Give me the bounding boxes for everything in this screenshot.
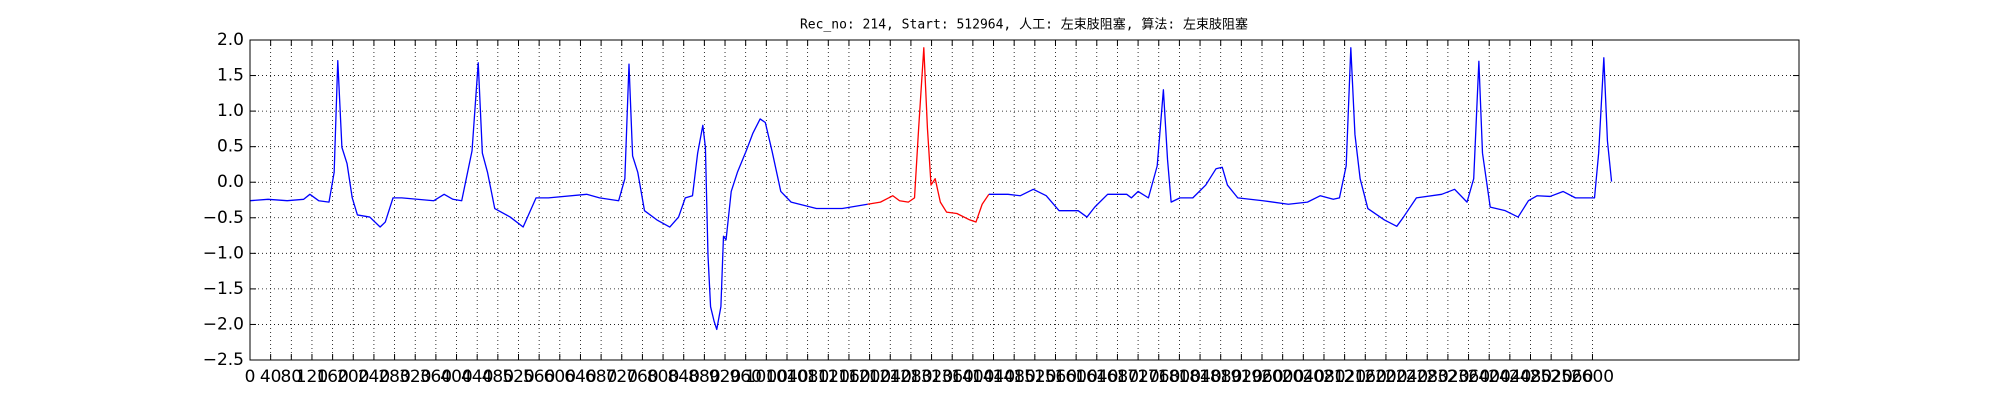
x-tick-label: 1800 <box>1158 367 1201 387</box>
x-tick-label: 1160 <box>827 367 870 387</box>
x-tick-label: 1840 <box>1178 367 1221 387</box>
y-tick-label: −0.5 <box>203 208 244 228</box>
x-tick-label: 1400 <box>951 367 994 387</box>
x-tick-label: 2280 <box>1406 367 1449 387</box>
x-tick-label: 1680 <box>1096 367 1139 387</box>
x-tick-label: 1560 <box>1034 367 1077 387</box>
x-tick-label: 160 <box>316 367 348 387</box>
line-series <box>988 47 1613 227</box>
x-tick-label: 400 <box>440 367 472 387</box>
x-tick-label: 2480 <box>1509 367 1552 387</box>
x-tick-label: 2240 <box>1385 367 1428 387</box>
x-tick-label: 1640 <box>1075 367 1118 387</box>
x-tick-label: 1320 <box>910 367 953 387</box>
x-tick-label: 520 <box>502 367 534 387</box>
x-tick-label: 1960 <box>1240 367 1283 387</box>
x-tick-label: 1520 <box>1013 367 1056 387</box>
x-tick-label: 560 <box>523 367 555 387</box>
x-tick-label: 1240 <box>869 367 912 387</box>
y-tick-label: 0.0 <box>217 172 244 192</box>
x-tick-label: 2400 <box>1468 367 1511 387</box>
x-tick-label: 680 <box>585 367 617 387</box>
y-tick-label: −1.5 <box>203 279 244 299</box>
x-tick-label: 2600 <box>1571 367 1614 387</box>
x-tick-label: 1040 <box>765 367 808 387</box>
y-tick-label: 2.0 <box>217 30 244 50</box>
x-tick-label: 800 <box>647 367 679 387</box>
x-tick-label: 0 <box>245 367 256 387</box>
line-series <box>867 47 990 223</box>
x-tick-label: 920 <box>709 367 741 387</box>
y-tick-label: −1.0 <box>203 243 244 263</box>
x-tick-label: 120 <box>296 367 328 387</box>
x-tick-label: 1360 <box>931 367 974 387</box>
x-tick-label: 440 <box>461 367 493 387</box>
x-tick-label: 2120 <box>1323 367 1366 387</box>
x-tick-label: 1880 <box>1199 367 1242 387</box>
line-series <box>249 59 868 331</box>
x-tick-label: 2440 <box>1488 367 1531 387</box>
x-tick-label: 2000 <box>1261 367 1304 387</box>
x-tick-label: 1080 <box>786 367 829 387</box>
x-tick-label: 2360 <box>1447 367 1490 387</box>
x-tick-label: 1600 <box>1055 367 1098 387</box>
y-tick-label: 0.5 <box>217 137 244 157</box>
x-tick-label: 80 <box>280 367 302 387</box>
y-tick-label: −2.5 <box>203 350 244 370</box>
x-tick-label: 1200 <box>848 367 891 387</box>
x-tick-label: 1440 <box>972 367 1015 387</box>
x-tick-label: 720 <box>606 367 638 387</box>
x-tick-label: 280 <box>378 367 410 387</box>
x-tick-label: 880 <box>688 367 720 387</box>
x-tick-label: 1000 <box>745 367 788 387</box>
x-tick-label: 1920 <box>1220 367 1263 387</box>
x-tick-label: 40 <box>260 367 282 387</box>
x-tick-label: 2200 <box>1364 367 1407 387</box>
x-tick-label: 360 <box>420 367 452 387</box>
x-tick-label: 2040 <box>1282 367 1325 387</box>
x-tick-label: 1760 <box>1137 367 1180 387</box>
x-tick-label: 2080 <box>1302 367 1345 387</box>
x-tick-label: 240 <box>358 367 390 387</box>
chart-title: Rec_no: 214, Start: 512964, 人工: 左束肢阻塞, 算… <box>800 17 1248 33</box>
x-tick-label: 2160 <box>1344 367 1387 387</box>
x-tick-label: 320 <box>399 367 431 387</box>
y-tick-label: 1.0 <box>217 101 244 121</box>
x-tick-label: 2560 <box>1550 367 1593 387</box>
x-tick-label: 1120 <box>807 367 850 387</box>
x-tick-label: 1720 <box>1116 367 1159 387</box>
x-tick-label: 200 <box>337 367 369 387</box>
x-tick-label: 960 <box>729 367 761 387</box>
x-tick-label: 1280 <box>889 367 932 387</box>
y-tick-label: −2.0 <box>203 314 244 334</box>
y-tick-label: 1.5 <box>217 66 244 86</box>
plot-frame <box>249 39 1800 361</box>
x-tick-label: 2520 <box>1530 367 1573 387</box>
x-tick-label: 640 <box>564 367 596 387</box>
x-tick-label: 760 <box>626 367 658 387</box>
x-tick-label: 2320 <box>1426 367 1469 387</box>
x-tick-label: 480 <box>482 367 514 387</box>
x-tick-label: 1480 <box>993 367 1036 387</box>
x-tick-label: 840 <box>667 367 699 387</box>
x-tick-label: 600 <box>544 367 576 387</box>
